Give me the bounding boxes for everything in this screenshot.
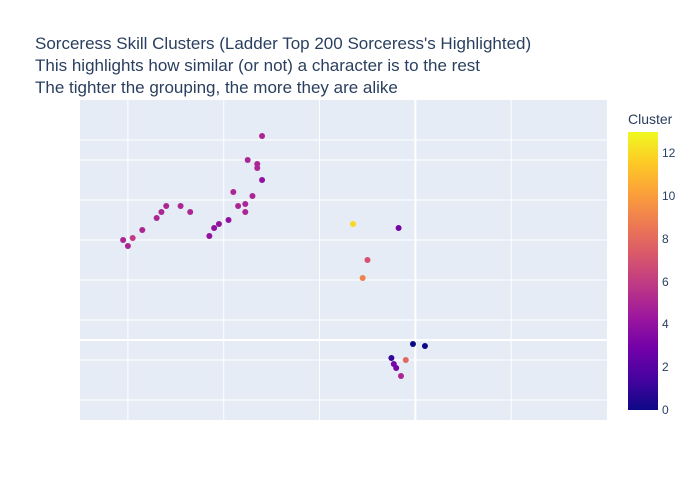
data-point [124, 243, 131, 249]
data-point [388, 355, 395, 361]
gridlines [80, 100, 607, 420]
data-point [120, 237, 127, 243]
data-point [421, 343, 428, 349]
data-point [211, 225, 218, 231]
colorbar-tick-label: 8 [662, 231, 669, 246]
data-point [393, 365, 400, 371]
data-point [402, 357, 409, 363]
colorbar [628, 132, 658, 410]
data-point [359, 275, 366, 281]
data-point [153, 215, 160, 221]
plot-background [80, 100, 607, 420]
data-point [395, 225, 402, 231]
data-point [254, 165, 261, 171]
data-point [139, 227, 146, 233]
data-point [230, 189, 237, 195]
data-point [187, 209, 194, 215]
data-point [215, 221, 222, 227]
data-points [120, 133, 428, 379]
data-point [177, 203, 184, 209]
data-point [242, 201, 249, 207]
data-point [397, 373, 404, 379]
data-point [225, 217, 232, 223]
data-point [364, 257, 371, 263]
colorbar-title: Cluster [628, 111, 673, 127]
colorbar-tick-label: 6 [662, 274, 669, 289]
data-point [158, 209, 165, 215]
data-point [235, 203, 242, 209]
data-point [163, 203, 170, 209]
colorbar-tick-label: 0 [662, 403, 669, 417]
chart-title-line-1: Sorceress Skill Clusters (Ladder Top 200… [35, 34, 532, 53]
colorbar-tick-label: 12 [662, 146, 676, 161]
data-point [242, 209, 249, 215]
colorbar-tick-label: 10 [662, 189, 676, 204]
data-point [350, 221, 357, 227]
chart-title-line-3: The tighter the grouping, the more they … [35, 78, 398, 97]
data-point [244, 157, 251, 163]
data-point [259, 133, 266, 139]
data-point [409, 341, 416, 347]
data-point [259, 177, 266, 183]
chart-title-line-2: This highlights how similar (or not) a c… [35, 56, 481, 75]
colorbar-tick-label: 4 [662, 317, 669, 332]
data-point [206, 233, 213, 239]
data-point [249, 193, 256, 199]
colorbar-tick-label: 2 [662, 360, 669, 375]
data-point [129, 235, 136, 241]
